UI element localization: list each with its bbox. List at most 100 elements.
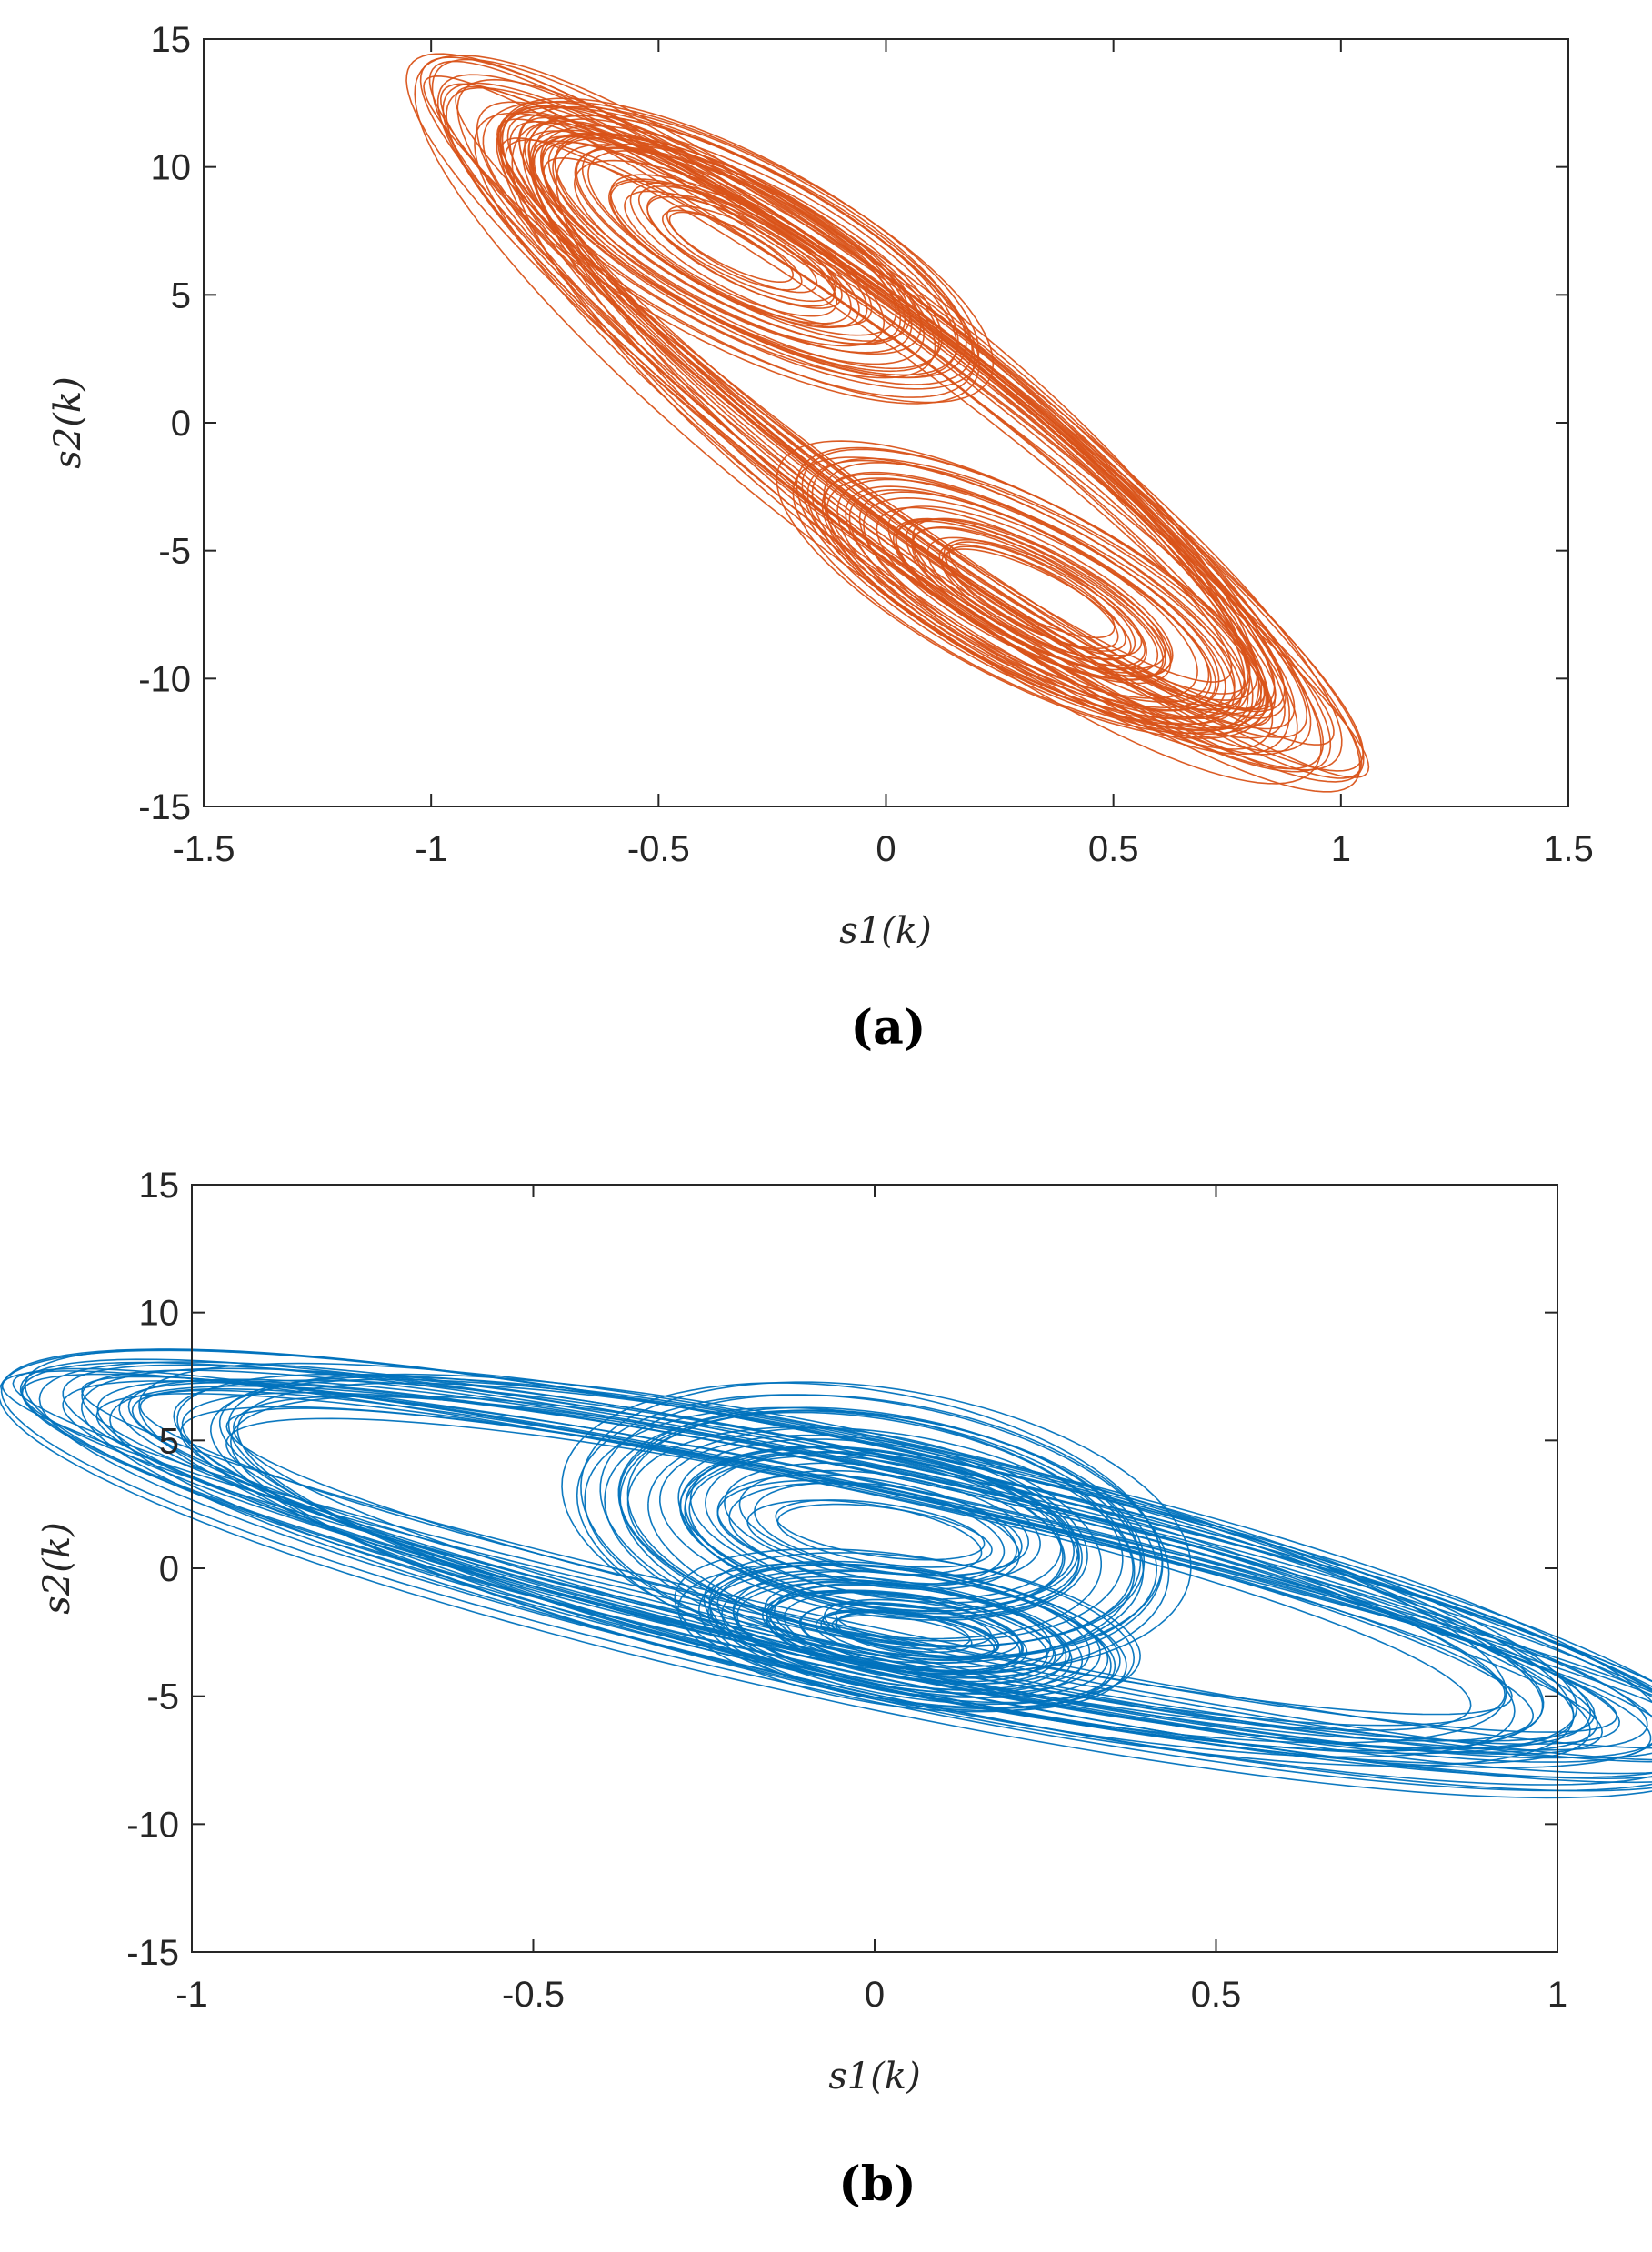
trajectory-loop: [618, 1411, 1124, 1642]
x-axis-label-a: s1(k): [839, 910, 931, 952]
trajectory-loop: [528, 114, 959, 376]
y-tick-label: -5: [158, 532, 191, 572]
x-tick-label: 1.5: [1543, 829, 1594, 869]
trajectory-loop: [96, 1379, 1598, 1754]
trajectory-loop: [574, 147, 902, 345]
trajectory-loop: [419, 56, 1365, 783]
trajectory-loop: [609, 180, 852, 325]
x-ticks-a: -1.5 -1 -0.5 0 0.5 1 1.5: [173, 39, 1594, 869]
trajectory-loop: [876, 506, 1166, 681]
trajectory-loop: [431, 58, 1343, 771]
trajectory-loop: [716, 1479, 1006, 1586]
trajectory-loop: [456, 78, 1312, 753]
trajectory-loop: [831, 1615, 973, 1654]
trajectory-loop: [708, 1560, 1101, 1695]
y-ticks-b: -15 -10 -5 0 5 10 15: [126, 1166, 1557, 1973]
y-tick-label: 15: [151, 20, 192, 60]
series-trajectory-b: [0, 1348, 1652, 1799]
trajectory-loop: [81, 1369, 1648, 1751]
y-axis-label-a: s2(k): [47, 376, 89, 468]
trajectory-loop: [661, 209, 803, 291]
trajectory-loop: [646, 193, 843, 309]
trajectory-loop: [754, 1481, 1023, 1576]
trajectory-loop: [658, 1434, 1088, 1621]
trajectory-loop: [501, 105, 1277, 730]
y-tick-label: 10: [139, 1294, 180, 1334]
trajectory-loop: [707, 1569, 1116, 1710]
y-tick-label: -5: [146, 1677, 179, 1717]
y-tick-label: 5: [171, 275, 191, 315]
trajectory-loop: [497, 111, 1308, 738]
trajectory-loop: [948, 541, 1116, 639]
chart-panel-b: -1 -0.5 0 0.5 1 -15 -10 -5 0 5 10 15 s1(k) s2(k) (…: [0, 1166, 1652, 2212]
trajectory-loop: [509, 121, 1296, 730]
trajectory-loop: [423, 75, 1370, 778]
series-trajectory-a: [405, 53, 1370, 793]
trajectory-loop: [912, 517, 1166, 670]
y-ticks-a: -15 -10 -5 0 5 10 15: [138, 20, 1568, 827]
y-tick-label: -15: [138, 787, 191, 827]
x-axis-label-b: s1(k): [828, 2056, 920, 2097]
trajectory-loop: [19, 1358, 1652, 1784]
trajectory-loop: [637, 185, 836, 303]
x-tick-label: 0.5: [1088, 829, 1139, 869]
y-tick-label: 10: [151, 148, 192, 188]
panel-caption-a: (a): [851, 1000, 926, 1056]
trajectory-loop: [499, 105, 1291, 756]
trajectory-loop: [236, 1382, 1545, 1752]
trajectory-loop: [679, 1446, 1083, 1617]
trajectory-loop: [540, 132, 926, 365]
trajectory-loop: [176, 1373, 1544, 1752]
trajectory-loop: [911, 525, 1159, 674]
x-tick-label: 0: [865, 1975, 885, 2015]
trajectory-loop: [81, 1367, 1652, 1786]
trajectory-loop: [62, 1364, 1652, 1775]
trajectory-loop: [823, 461, 1246, 718]
panel-caption-b: (b): [838, 2157, 916, 2212]
trajectory-loop: [581, 143, 911, 342]
trajectory-loop: [799, 1601, 1028, 1673]
plot-frame-a: [203, 38, 1569, 807]
trajectory-loop: [765, 1589, 1056, 1686]
y-tick-label: -10: [138, 659, 191, 699]
trajectory-loop: [823, 1598, 1020, 1658]
trajectory-loop: [845, 485, 1198, 699]
trajectory-loop: [109, 1385, 1591, 1765]
trajectory-loop: [896, 520, 1147, 671]
trajectory-loop: [801, 448, 1266, 731]
trajectory-loop: [887, 505, 1174, 677]
trajectory-loop: [674, 1547, 1136, 1708]
trajectory-loop: [863, 496, 1216, 711]
trajectory-loop: [617, 1406, 1142, 1648]
trajectory-loop: [677, 1562, 1112, 1713]
trajectory-loop: [912, 526, 1136, 660]
x-tick-label: 1: [1331, 829, 1351, 869]
x-tick-label: -0.5: [627, 829, 690, 869]
trajectory-loop: [792, 456, 1249, 735]
x-tick-label: 0.5: [1191, 1975, 1242, 2015]
trajectory-loop: [95, 1392, 1604, 1756]
trajectory-loop: [688, 1455, 1066, 1612]
x-tick-label: -1.5: [173, 829, 235, 869]
x-tick-label: 1: [1547, 1975, 1567, 2015]
trajectory-loop: [764, 1579, 1052, 1674]
y-tick-label: 0: [159, 1549, 179, 1589]
x-tick-label: -1: [175, 1975, 208, 2015]
trajectory-loop: [826, 477, 1236, 726]
trajectory-loop: [517, 116, 1286, 713]
trajectory-loop: [518, 105, 967, 379]
trajectory-loop: [769, 1591, 1023, 1673]
trajectory-loop: [552, 136, 940, 373]
y-tick-label: -10: [126, 1805, 179, 1845]
trajectory-loop: [848, 488, 1212, 709]
trajectory-loop: [629, 182, 873, 327]
trajectory-loop: [428, 60, 1364, 772]
trajectory-loop: [895, 518, 1172, 685]
trajectory-loop: [414, 55, 1322, 785]
trajectory-loop: [499, 97, 980, 390]
trajectory-loop: [496, 118, 1277, 711]
trajectory-loop: [24, 1348, 1652, 1778]
x-tick-label: -0.5: [502, 1975, 565, 2015]
